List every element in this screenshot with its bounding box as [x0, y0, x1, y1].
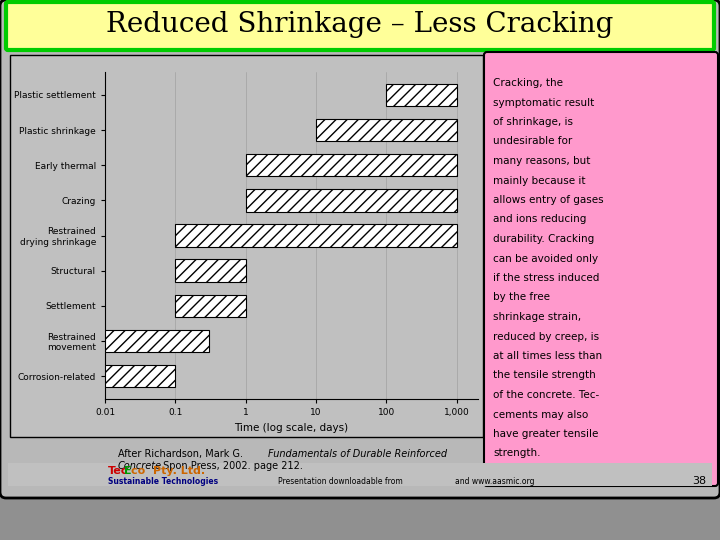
Text: of the concrete. Tec-: of the concrete. Tec- [493, 390, 599, 400]
Text: Tec: Tec [108, 466, 128, 476]
Bar [387, 84, 456, 106]
Text: reduced by creep, is: reduced by creep, is [493, 332, 599, 341]
Text: After Richardson, Mark G.: After Richardson, Mark G. [118, 449, 246, 459]
Text: mainly because it: mainly because it [493, 176, 585, 186]
FancyBboxPatch shape [484, 52, 718, 486]
X-axis label: Time (log scale, days): Time (log scale, days) [235, 423, 348, 433]
Text: cements may also: cements may also [493, 409, 588, 420]
Text: many reasons, but: many reasons, but [493, 156, 590, 166]
Text: Cracking, the: Cracking, the [493, 78, 563, 88]
Bar [8, 463, 712, 486]
Text: at all times less than: at all times less than [493, 351, 602, 361]
Text: by the free: by the free [493, 293, 550, 302]
Text: Spon Press, 2002. page 212.: Spon Press, 2002. page 212. [160, 461, 303, 471]
Text: strength.: strength. [493, 449, 541, 458]
Text: 38: 38 [692, 476, 706, 486]
Text: E: E [124, 466, 132, 476]
FancyBboxPatch shape [0, 0, 720, 498]
Bar [316, 119, 456, 141]
Bar [246, 189, 456, 212]
Text: durability. Cracking: durability. Cracking [493, 234, 594, 244]
Text: of shrinkage, is: of shrinkage, is [493, 117, 573, 127]
Bar [176, 259, 246, 282]
Bar [246, 154, 456, 177]
Bar [176, 224, 456, 247]
Text: symptomatic result: symptomatic result [493, 98, 594, 107]
Text: and ions reducing: and ions reducing [493, 214, 586, 225]
Bar [105, 365, 176, 387]
Text: can be avoided only: can be avoided only [493, 253, 598, 264]
Text: Sustainable Technologies: Sustainable Technologies [108, 476, 218, 485]
Text: shrinkage strain,: shrinkage strain, [493, 312, 581, 322]
Text: undesirable for: undesirable for [493, 137, 572, 146]
Text: co  Pty. Ltd.: co Pty. Ltd. [131, 466, 205, 476]
Text: Reduced Shrinkage – Less Cracking: Reduced Shrinkage – Less Cracking [107, 11, 613, 38]
Text: Fundamentals of Durable Reinforced: Fundamentals of Durable Reinforced [268, 449, 447, 459]
Text: have greater tensile: have greater tensile [493, 429, 598, 439]
Text: the tensile strength: the tensile strength [493, 370, 595, 381]
Text: allows entry of gases: allows entry of gases [493, 195, 603, 205]
Text: if the stress induced: if the stress induced [493, 273, 599, 283]
Text: Presentation downloadable from                      and www.aasmic.org: Presentation downloadable from and www.a… [278, 476, 534, 485]
FancyBboxPatch shape [153, 238, 275, 314]
FancyBboxPatch shape [6, 2, 714, 50]
Bar [105, 330, 209, 352]
Text: Concrete: Concrete [118, 461, 162, 471]
Text: Reduced in
TecEco tec-
cements.: Reduced in TecEco tec- cements. [172, 254, 256, 298]
Bar [10, 55, 483, 437]
Bar [176, 295, 246, 317]
